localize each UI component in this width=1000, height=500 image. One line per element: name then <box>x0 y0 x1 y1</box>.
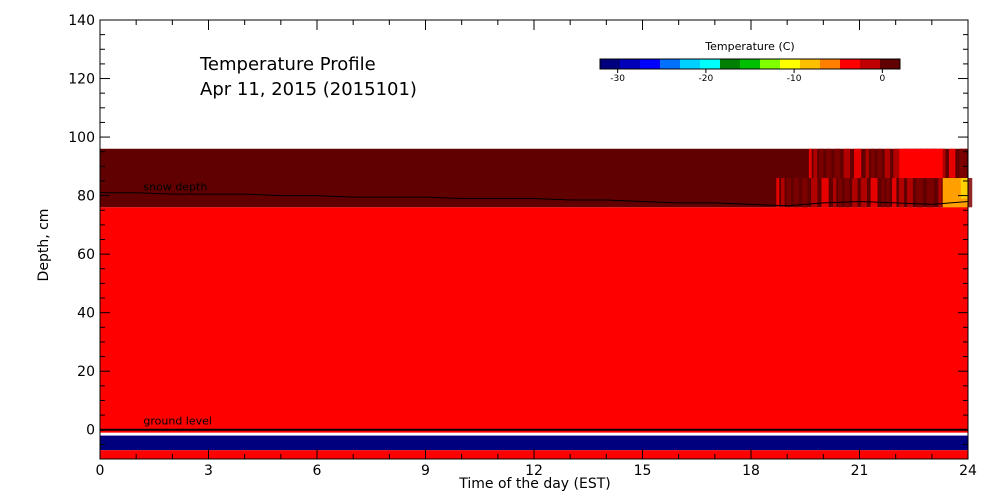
x-tick-label: 9 <box>421 463 430 479</box>
ground-level-label: ground level <box>143 415 212 428</box>
heatmap-stripe <box>844 178 850 208</box>
chart-subtitle: Apr 11, 2015 (2015101) <box>200 79 417 100</box>
x-tick-label: 0 <box>96 463 105 479</box>
heatmap-stripe <box>811 178 818 208</box>
heatmap-stripe <box>907 178 913 208</box>
heatmap-stripe <box>959 148 967 179</box>
colorbar-swatch <box>720 59 741 69</box>
heatmap-stripe <box>926 178 935 208</box>
snow-depth-label: snow depth <box>143 181 207 194</box>
colorbar-swatch <box>620 59 641 69</box>
colorbar-swatch <box>860 59 881 69</box>
colorbar-label: Temperature (C) <box>704 40 794 53</box>
heatmap-stripe <box>813 148 818 179</box>
chart-title: Temperature Profile <box>199 54 376 75</box>
colorbar: -30 -20 -10 0 <box>599 58 901 84</box>
colorbar-frame <box>599 58 901 70</box>
heatmap-texture-layer <box>776 148 973 208</box>
heatmap-stripe <box>793 178 799 208</box>
heatmap-stripe <box>808 148 812 179</box>
x-tick-label: 3 <box>204 463 213 479</box>
heatmap-stripe <box>886 178 890 208</box>
heatmap-layer <box>100 148 968 459</box>
heatmap-stripe <box>833 178 837 208</box>
colorbar-swatch <box>600 59 621 69</box>
heatmap-stripe <box>892 178 897 208</box>
x-tick-label: 6 <box>313 463 322 479</box>
heatmap-stripe <box>852 178 858 208</box>
colorbar-swatch <box>640 59 661 69</box>
heatmap-stripe <box>821 178 829 208</box>
colorbar-tick-label: -10 <box>787 74 802 84</box>
heatmap-stripe <box>780 178 785 208</box>
heatmap-stripe <box>860 178 867 208</box>
heatmap-stripe <box>819 148 824 179</box>
heatmap-stripe <box>826 148 832 179</box>
colorbar-swatch <box>800 59 821 69</box>
heatmap-stripe <box>938 178 942 208</box>
heatmap-stripe <box>834 148 841 179</box>
heatmap-stripe <box>884 148 891 179</box>
colorbar-swatch <box>880 59 901 69</box>
colorbar-swatch <box>700 59 721 69</box>
y-tick-label: 40 <box>77 306 95 322</box>
heatmap-stripe <box>854 148 862 179</box>
heatmap-patch <box>960 178 968 199</box>
x-axis-label: Time of the day (EST) <box>458 476 611 492</box>
y-tick-label: 80 <box>77 189 95 205</box>
colorbar-swatch <box>780 59 801 69</box>
x-tick-label: 24 <box>959 463 977 479</box>
y-tick-label: 0 <box>86 423 95 439</box>
heatmap-stripe <box>966 178 973 208</box>
heatmap-stripe <box>893 148 900 179</box>
heatmap-band-2 <box>100 435 968 451</box>
colorbar-swatch <box>740 59 761 69</box>
colorbar-tick-label: 0 <box>879 74 885 84</box>
y-tick-label: 140 <box>68 13 95 29</box>
y-tick-label: 120 <box>68 72 95 88</box>
colorbar-swatch <box>760 59 781 69</box>
y-axis-label: Depth, cm <box>36 209 52 282</box>
heatmap-stripe <box>865 148 869 179</box>
heatmap-stripe <box>898 178 905 208</box>
heatmap-stripe <box>786 178 792 208</box>
x-tick-label: 21 <box>851 463 869 479</box>
x-tick-label: 15 <box>634 463 652 479</box>
heatmap-stripe <box>843 148 851 179</box>
x-tick-label: 18 <box>742 463 760 479</box>
heatmap-stripe <box>870 148 875 179</box>
axis-ticks: 0 3 6 9 12 15 18 21 24 0 20 40 60 80 100 120 140 <box>68 13 977 479</box>
snow-depth-line <box>100 192 969 207</box>
colorbar-swatch <box>660 59 681 69</box>
colorbar-swatch <box>840 59 861 69</box>
heatmap-stripe <box>916 178 923 208</box>
heatmap-band-1 <box>100 207 968 433</box>
heatmap-stripe <box>948 148 956 179</box>
heatmap-patch <box>899 148 943 179</box>
heatmap-stripe <box>801 178 808 208</box>
heatmap-stripe <box>881 178 885 208</box>
colorbar-tick-label: -30 <box>610 74 625 84</box>
heatmap-stripe <box>870 178 878 208</box>
heatmap-stripe <box>776 178 780 208</box>
heatmap-stripe <box>877 148 882 179</box>
y-tick-label: 100 <box>68 130 95 146</box>
colorbar-swatch <box>680 59 701 69</box>
y-tick-label: 20 <box>77 364 95 380</box>
colorbar-tick-label: -20 <box>699 74 714 84</box>
x-tick-label: 12 <box>525 463 543 479</box>
y-tick-label: 60 <box>77 247 95 263</box>
heatmap-stripe <box>838 178 843 208</box>
colorbar-swatch <box>820 59 841 69</box>
